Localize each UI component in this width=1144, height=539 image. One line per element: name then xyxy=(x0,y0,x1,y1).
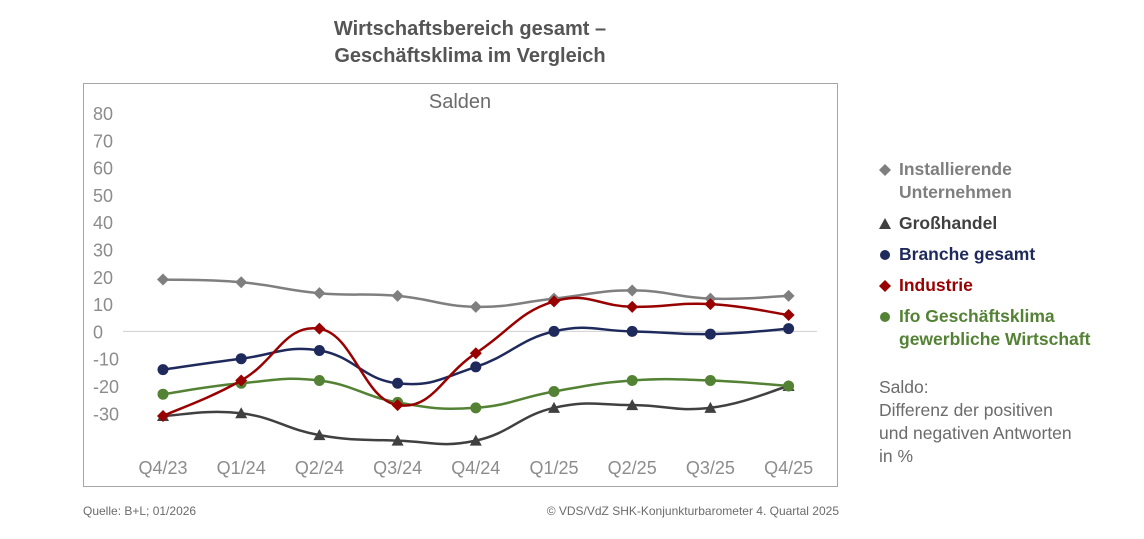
y-tick-label: 60 xyxy=(93,159,113,179)
legend-marker-diamond-icon xyxy=(879,280,891,292)
y-tick-label: 50 xyxy=(93,186,113,206)
series-line-3 xyxy=(162,296,789,418)
data-point xyxy=(783,323,795,335)
data-point xyxy=(470,361,482,373)
data-point xyxy=(392,377,404,389)
x-tick-label: Q4/25 xyxy=(764,458,813,478)
legend-label: Ifo Geschäftsklima xyxy=(899,306,1055,326)
data-point xyxy=(469,434,482,446)
data-point xyxy=(391,289,404,302)
legend: Installierende Unternehmen Großhandel Branc… xyxy=(876,158,1138,359)
chart-title-line-2: Geschäftsklima im Vergleich xyxy=(334,45,606,67)
legend-marker-circle-icon xyxy=(880,250,890,260)
y-tick-label: 40 xyxy=(93,213,113,233)
data-point xyxy=(391,434,404,446)
chart-title: Wirtschaftsbereich gesamt – Geschäftskli… xyxy=(250,16,690,70)
data-point xyxy=(313,345,325,357)
x-tick-label: Q4/24 xyxy=(451,458,500,478)
legend-label: Großhandel xyxy=(899,213,998,233)
source-text: Quelle: B+L; 01/2026 xyxy=(83,504,197,518)
data-point xyxy=(782,309,795,322)
legend-item: Ifo Geschäftsklima gewerbliche Wirtschaft xyxy=(876,305,1138,351)
legend-marker-diamond-icon xyxy=(879,164,891,176)
data-point xyxy=(157,410,169,423)
legend-marker-triangle-icon xyxy=(879,218,891,229)
chart-subtitle: Salden xyxy=(429,91,491,113)
legend-label: Installierende xyxy=(899,159,1012,179)
legend-item: Branche gesamt xyxy=(876,243,1138,266)
saldo-note-line-3: und negativen Antworten xyxy=(879,423,1072,443)
y-tick-label: 80 xyxy=(93,104,113,124)
data-point xyxy=(548,325,560,337)
y-tick-label: 10 xyxy=(93,295,113,315)
data-point xyxy=(626,284,639,297)
x-tick-label: Q2/24 xyxy=(295,458,344,478)
data-point xyxy=(313,429,326,441)
data-point xyxy=(548,385,560,397)
data-point xyxy=(313,322,326,335)
saldo-note-line-4: in % xyxy=(879,446,914,466)
data-point xyxy=(704,401,717,413)
y-tick-label: 20 xyxy=(93,268,113,288)
legend-label: Industrie xyxy=(899,275,973,295)
x-tick-label: Q3/25 xyxy=(686,458,735,478)
x-tick-label: Q1/25 xyxy=(529,458,578,478)
copyright-text: © VDS/VdZ SHK-Konjunkturbarometer 4. Qua… xyxy=(546,504,839,518)
data-point xyxy=(469,347,482,360)
data-point xyxy=(783,380,795,392)
x-tick-label: Q3/24 xyxy=(373,458,422,478)
data-point xyxy=(157,364,169,376)
y-tick-label: 70 xyxy=(93,131,113,151)
legend-item: Installierende Unternehmen xyxy=(876,158,1138,204)
data-point xyxy=(469,300,482,313)
data-point xyxy=(782,289,795,302)
data-point xyxy=(313,375,325,387)
legend-item: Industrie xyxy=(876,274,1138,297)
y-tick-label: -30 xyxy=(93,404,119,424)
legend-label: Branche gesamt xyxy=(899,244,1036,264)
saldo-note: Saldo: Differenz der positiven und negat… xyxy=(879,376,1139,468)
data-point xyxy=(391,399,404,412)
x-tick-label: Q1/24 xyxy=(217,458,266,478)
data-point xyxy=(235,276,248,289)
x-tick-label: Q2/25 xyxy=(608,458,657,478)
y-tick-label: -20 xyxy=(93,377,119,397)
legend-label: gewerbliche Wirtschaft xyxy=(899,329,1091,349)
data-point xyxy=(235,374,248,387)
y-tick-label: 0 xyxy=(93,322,103,342)
data-point xyxy=(626,375,638,387)
plot-frame xyxy=(83,83,838,487)
x-tick-label: Q4/23 xyxy=(138,458,187,478)
data-point xyxy=(157,273,169,286)
saldo-note-line-2: Differenz der positiven xyxy=(879,400,1053,420)
data-point xyxy=(626,325,638,337)
legend-label: Unternehmen xyxy=(899,182,1012,202)
y-tick-label: -10 xyxy=(93,350,119,370)
data-point xyxy=(626,399,639,411)
data-point xyxy=(235,407,248,419)
data-point xyxy=(470,402,482,414)
data-point xyxy=(157,388,169,400)
data-point xyxy=(626,300,639,313)
data-point xyxy=(235,353,247,365)
saldo-note-line-1: Saldo: xyxy=(879,377,929,397)
data-point xyxy=(704,328,716,340)
legend-item: Großhandel xyxy=(876,212,1138,235)
data-point xyxy=(704,375,716,387)
chart-title-line-1: Wirtschaftsbereich gesamt – xyxy=(333,18,607,40)
data-point xyxy=(704,298,717,311)
data-point xyxy=(548,401,560,413)
data-point xyxy=(313,287,326,300)
data-point xyxy=(548,295,560,308)
legend-marker-circle-icon xyxy=(880,312,890,322)
y-tick-label: 30 xyxy=(93,241,113,261)
